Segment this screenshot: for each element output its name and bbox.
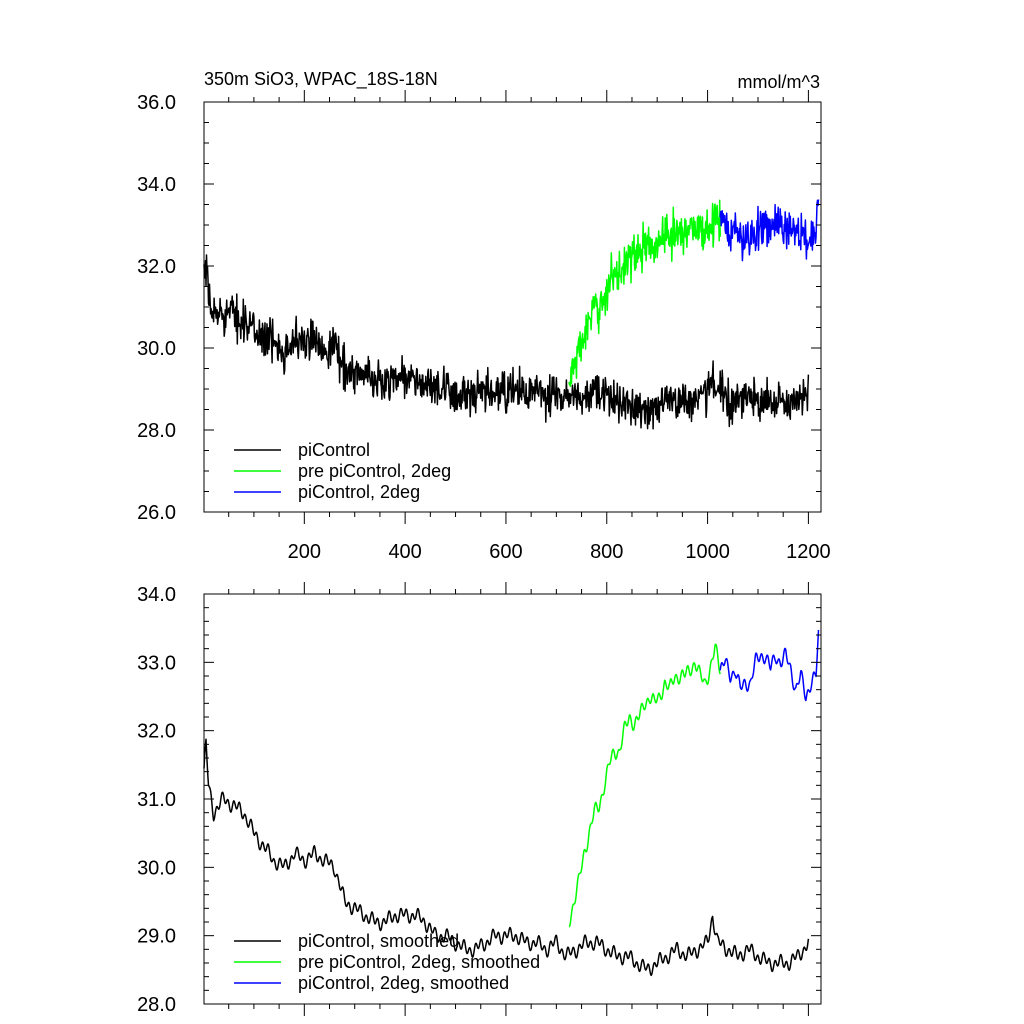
bottom-panel-series-group: [203, 629, 820, 977]
series-line-picontrol-2deg: [719, 199, 820, 262]
series-line-pre-picontrol-2deg: [568, 199, 721, 388]
y-tick-label: 30.0: [137, 857, 176, 879]
bottom-panel: 28.0 29.0 30.0 31.0 32.0 33.0 34.0 piControl, …: [137, 582, 822, 1016]
legend-label-pre-piControl-2deg: pre piControl, 2deg: [298, 461, 451, 481]
y-tick-label: 29.0: [137, 926, 176, 948]
top-panel-series-group: [203, 199, 820, 430]
bottom-panel-legend: piControl, smoothed pre piControl, 2deg,…: [234, 931, 540, 993]
x-tick-label: 1000: [685, 541, 730, 563]
series-line-picontrol-2deg-smoothed: [719, 629, 820, 702]
x-tick-label: 1200: [786, 541, 831, 563]
top-panel-axis-ticks: 26.0 28.0 30.0 32.0 34.0 36.0 200 400 600 800 1000…: [137, 90, 831, 563]
top-panel-frame: [203, 101, 822, 513]
x-tick-label: 400: [388, 541, 421, 563]
top-panel-title-left: 350m SiO3, WPAC_18S-18N: [204, 69, 438, 90]
legend-label-piControl-2deg: piControl, 2deg: [298, 482, 420, 502]
x-tick-label: 800: [590, 541, 623, 563]
y-tick-label: 30.0: [137, 338, 176, 360]
y-tick-label: 28.0: [137, 994, 176, 1016]
bottom-panel-axis-ticks: 28.0 29.0 30.0 31.0 32.0 33.0 34.0: [137, 582, 821, 1016]
y-tick-label: 36.0: [137, 92, 176, 114]
y-tick-label: 26.0: [137, 502, 176, 524]
series-line-pre-picontrol-2deg-smoothed: [568, 643, 721, 928]
x-tick-label: 600: [489, 541, 522, 563]
top-panel-legend: piControl pre piControl, 2deg piControl,…: [234, 440, 451, 502]
bottom-panel-frame: [203, 593, 822, 1005]
legend-label-pre-piControl-2deg-smoothed: pre piControl, 2deg, smoothed: [298, 952, 540, 972]
x-tick-label: 200: [288, 541, 321, 563]
y-tick-label: 28.0: [137, 420, 176, 442]
y-tick-label: 34.0: [137, 174, 176, 196]
top-panel: 350m SiO3, WPAC_18S-18N mmol/m^3 26.0 28.…: [137, 69, 831, 563]
series-line-picontrol-smoothed: [203, 738, 810, 977]
y-tick-label: 32.0: [137, 256, 176, 278]
legend-label-piControl-smoothed: piControl, smoothed: [298, 931, 459, 951]
y-tick-label: 34.0: [137, 584, 176, 606]
y-tick-label: 31.0: [137, 789, 176, 811]
top-panel-units: mmol/m^3: [738, 72, 820, 92]
legend-label-piControl-2deg-smoothed: piControl, 2deg, smoothed: [298, 973, 509, 993]
legend-label-piControl: piControl: [298, 440, 370, 460]
series-line-picontrol: [203, 254, 810, 430]
y-tick-label: 33.0: [137, 652, 176, 674]
y-tick-label: 32.0: [137, 721, 176, 743]
